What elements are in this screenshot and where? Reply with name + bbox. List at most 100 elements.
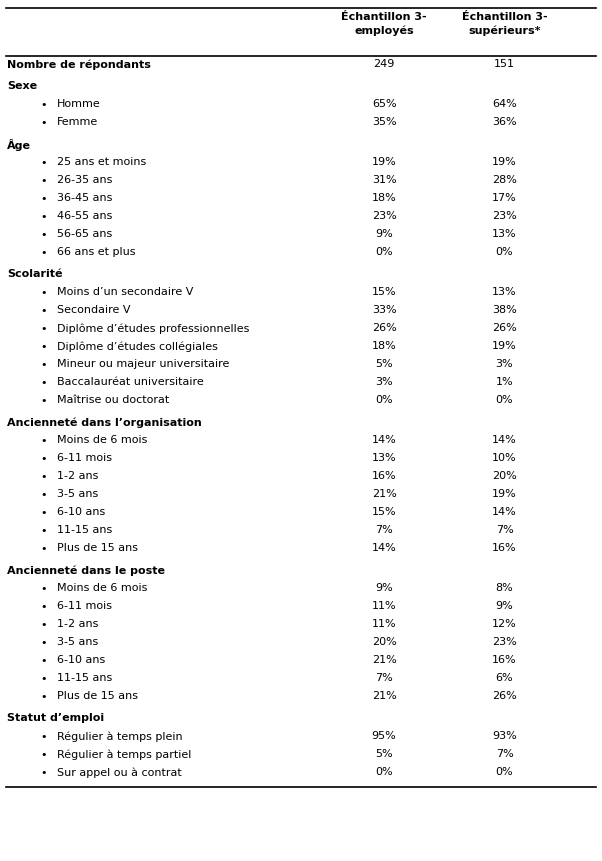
Text: •: • xyxy=(40,620,46,630)
Text: Diplôme d’études professionnelles: Diplôme d’études professionnelles xyxy=(57,323,250,333)
Text: 7%: 7% xyxy=(495,749,514,759)
Text: Scolarité: Scolarité xyxy=(7,269,63,279)
Text: 21%: 21% xyxy=(371,691,397,701)
Text: 9%: 9% xyxy=(495,601,514,611)
Text: •: • xyxy=(40,436,46,446)
Text: 3%: 3% xyxy=(375,377,393,387)
Text: •: • xyxy=(40,750,46,760)
Text: 64%: 64% xyxy=(492,99,517,109)
Text: Nombre de répondants: Nombre de répondants xyxy=(7,59,151,70)
Text: 0%: 0% xyxy=(375,247,393,257)
Text: 19%: 19% xyxy=(492,489,517,499)
Text: •: • xyxy=(40,602,46,612)
Text: 26%: 26% xyxy=(371,323,397,333)
Text: 33%: 33% xyxy=(372,305,396,315)
Text: 21%: 21% xyxy=(371,655,397,665)
Text: Secondaire V: Secondaire V xyxy=(57,305,131,315)
Text: 31%: 31% xyxy=(372,175,396,185)
Text: Échantillon 3-: Échantillon 3- xyxy=(341,12,427,22)
Text: 65%: 65% xyxy=(372,99,396,109)
Text: •: • xyxy=(40,360,46,370)
Text: 20%: 20% xyxy=(492,471,517,481)
Text: 1-2 ans: 1-2 ans xyxy=(57,471,99,481)
Text: 20%: 20% xyxy=(371,637,397,647)
Text: supérieurs*: supérieurs* xyxy=(468,25,541,35)
Text: 7%: 7% xyxy=(495,525,514,535)
Text: 19%: 19% xyxy=(492,341,517,351)
Text: 56-65 ans: 56-65 ans xyxy=(57,229,113,239)
Text: •: • xyxy=(40,526,46,536)
Text: Sexe: Sexe xyxy=(7,81,37,91)
Text: •: • xyxy=(40,490,46,500)
Text: 13%: 13% xyxy=(492,287,517,297)
Text: •: • xyxy=(40,692,46,702)
Text: 0%: 0% xyxy=(495,395,514,405)
Text: 95%: 95% xyxy=(371,731,397,741)
Text: 23%: 23% xyxy=(492,637,517,647)
Text: 11%: 11% xyxy=(372,619,396,629)
Text: •: • xyxy=(40,212,46,222)
Text: 13%: 13% xyxy=(372,453,396,463)
Text: Moins de 6 mois: Moins de 6 mois xyxy=(57,583,147,593)
Text: 8%: 8% xyxy=(495,583,514,593)
Text: 38%: 38% xyxy=(492,305,517,315)
Text: 14%: 14% xyxy=(492,435,517,445)
Text: •: • xyxy=(40,396,46,406)
Text: 11-15 ans: 11-15 ans xyxy=(57,673,113,683)
Text: 11-15 ans: 11-15 ans xyxy=(57,525,113,535)
Text: •: • xyxy=(40,508,46,518)
Text: Sur appel ou à contrat: Sur appel ou à contrat xyxy=(57,767,182,777)
Text: •: • xyxy=(40,656,46,666)
Text: Régulier à temps partiel: Régulier à temps partiel xyxy=(57,749,191,759)
Text: 6%: 6% xyxy=(495,673,514,683)
Text: •: • xyxy=(40,768,46,778)
Text: 0%: 0% xyxy=(495,767,514,777)
Text: Mineur ou majeur universitaire: Mineur ou majeur universitaire xyxy=(57,359,229,369)
Text: Âge: Âge xyxy=(7,139,31,151)
Text: •: • xyxy=(40,118,46,128)
Text: 1%: 1% xyxy=(495,377,514,387)
Text: 35%: 35% xyxy=(372,117,396,127)
Text: 0%: 0% xyxy=(375,395,393,405)
Text: Baccalauréat universitaire: Baccalauréat universitaire xyxy=(57,377,204,387)
Text: 19%: 19% xyxy=(492,157,517,167)
Text: Homme: Homme xyxy=(57,99,101,109)
Text: •: • xyxy=(40,158,46,168)
Text: •: • xyxy=(40,544,46,554)
Text: 12%: 12% xyxy=(492,619,517,629)
Text: 3%: 3% xyxy=(495,359,514,369)
Text: 17%: 17% xyxy=(492,193,517,203)
Text: 6-10 ans: 6-10 ans xyxy=(57,507,105,517)
Text: 16%: 16% xyxy=(492,655,517,665)
Text: 3-5 ans: 3-5 ans xyxy=(57,489,99,499)
Text: •: • xyxy=(40,472,46,482)
Text: 28%: 28% xyxy=(492,175,517,185)
Text: 26%: 26% xyxy=(492,323,517,333)
Text: 9%: 9% xyxy=(375,229,393,239)
Text: 25 ans et moins: 25 ans et moins xyxy=(57,157,146,167)
Text: 19%: 19% xyxy=(371,157,397,167)
Text: 36%: 36% xyxy=(492,117,517,127)
Text: 23%: 23% xyxy=(492,211,517,221)
Text: employés: employés xyxy=(354,25,414,35)
Text: Échantillon 3-: Échantillon 3- xyxy=(462,12,547,22)
Text: 93%: 93% xyxy=(492,731,517,741)
Text: 0%: 0% xyxy=(495,247,514,257)
Text: Plus de 15 ans: Plus de 15 ans xyxy=(57,543,138,553)
Text: 15%: 15% xyxy=(372,507,396,517)
Text: 5%: 5% xyxy=(375,749,393,759)
Text: •: • xyxy=(40,454,46,464)
Text: •: • xyxy=(40,342,46,352)
Text: Ancienneté dans l’organisation: Ancienneté dans l’organisation xyxy=(7,417,202,428)
Text: 6-11 mois: 6-11 mois xyxy=(57,601,112,611)
Text: Ancienneté dans le poste: Ancienneté dans le poste xyxy=(7,565,165,575)
Text: 21%: 21% xyxy=(371,489,397,499)
Text: Régulier à temps plein: Régulier à temps plein xyxy=(57,731,183,741)
Text: •: • xyxy=(40,306,46,316)
Text: 10%: 10% xyxy=(492,453,517,463)
Text: •: • xyxy=(40,194,46,204)
Text: 14%: 14% xyxy=(492,507,517,517)
Text: 18%: 18% xyxy=(371,341,397,351)
Text: 7%: 7% xyxy=(375,525,393,535)
Text: •: • xyxy=(40,584,46,594)
